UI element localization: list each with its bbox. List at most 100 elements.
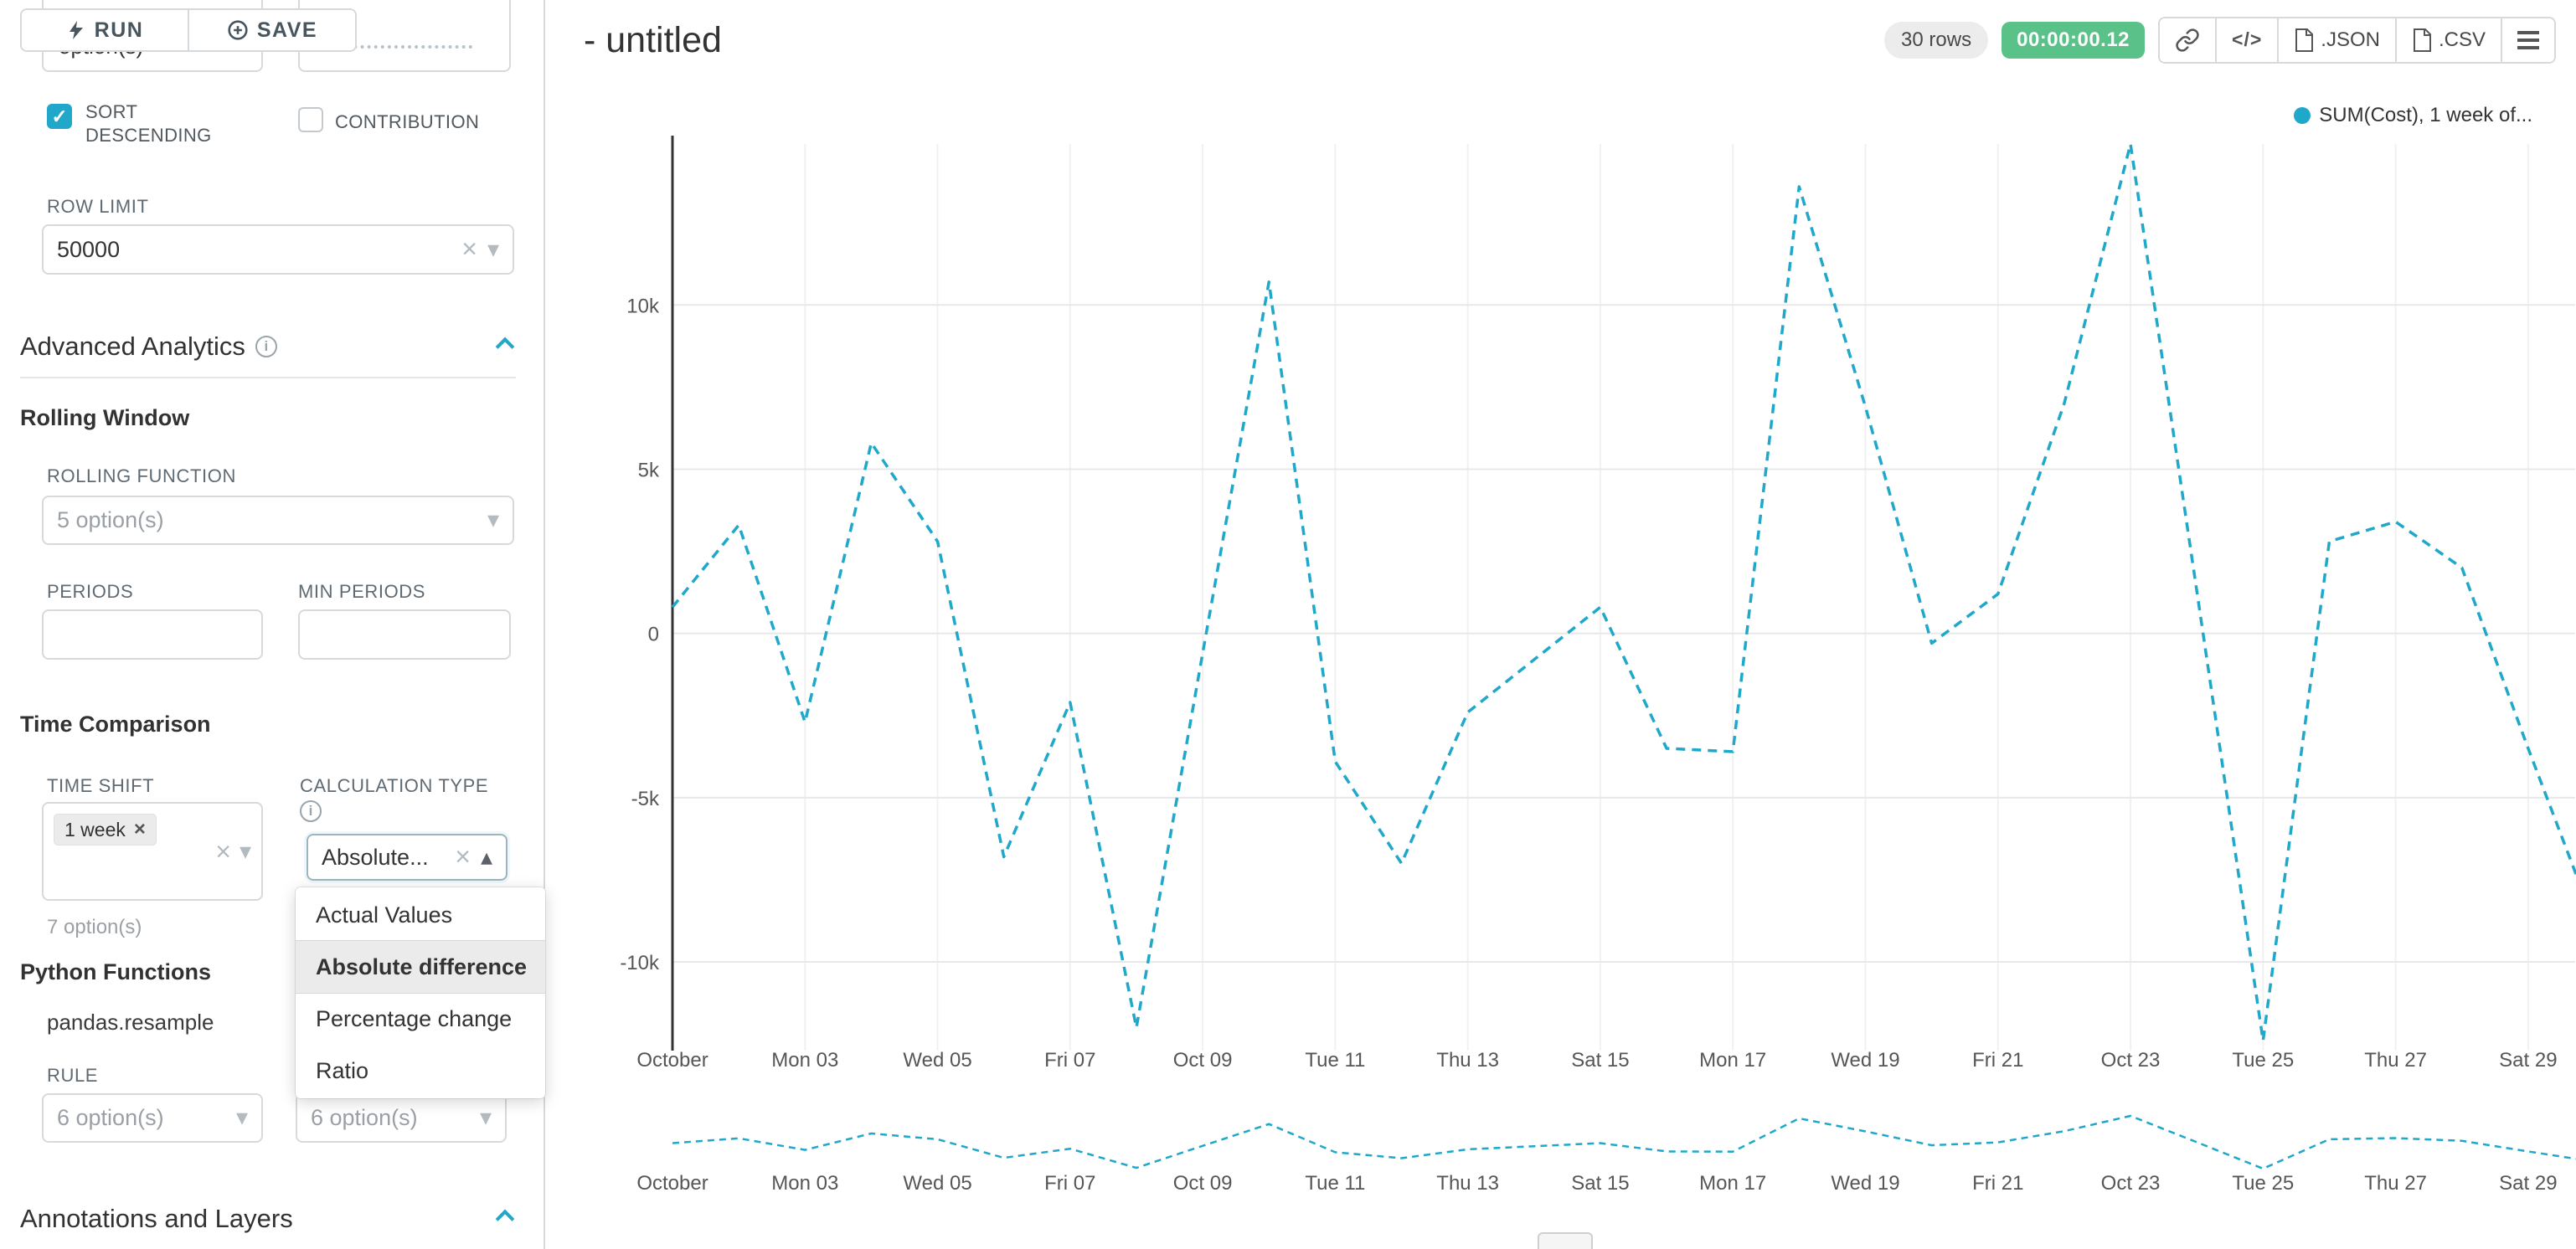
chart-svg[interactable]: October October Mon 03 Mon 03 Wed 05 Wed 05 Fr… bbox=[545, 0, 2576, 1249]
row-limit-select[interactable]: 50000 bbox=[42, 224, 514, 275]
svg-text:Wed 19: Wed 19 bbox=[1831, 1049, 1899, 1072]
time-shift-tag-label: 1 week bbox=[64, 818, 126, 840]
tag-remove-icon[interactable]: × bbox=[133, 818, 146, 840]
svg-text:Mon 17: Mon 17 bbox=[1699, 1049, 1766, 1072]
menu-option[interactable]: Absolute difference bbox=[295, 940, 546, 994]
rolling-function-label: ROLLING FUNCTION bbox=[47, 465, 236, 486]
more-options-button[interactable] bbox=[2501, 18, 2554, 62]
svg-text:Fri 21: Fri 21 bbox=[1972, 1172, 2023, 1195]
svg-text:Sat 29: Sat 29 bbox=[2499, 1049, 2557, 1072]
python-functions-title: Python Functions bbox=[20, 959, 211, 984]
control-panel-scroll[interactable]: option(s) RUN SAVE SORT DESCENDING bbox=[0, 0, 544, 1249]
caret-down-icon[interactable] bbox=[487, 507, 499, 533]
run-button-label: RUN bbox=[94, 18, 144, 42]
rows-badge: 30 rows bbox=[1884, 22, 1989, 59]
collapse-chevron-icon[interactable] bbox=[495, 1209, 515, 1229]
chart-area: - untitled 30 rows 00:00:00.12 .JSON .CS… bbox=[545, 0, 2576, 1249]
time-comparison-title: Time Comparison bbox=[20, 712, 211, 737]
svg-text:Wed 05: Wed 05 bbox=[903, 1049, 971, 1072]
results-toolbar: 30 rows 00:00:00.12 .JSON .CSV bbox=[1884, 17, 2556, 64]
file-icon bbox=[2295, 28, 2314, 52]
contribution-checkbox[interactable] bbox=[298, 107, 323, 132]
menu-option[interactable]: Percentage change bbox=[316, 1005, 513, 1031]
link-icon bbox=[2176, 28, 2199, 52]
calculation-type-value: Absolute... bbox=[322, 844, 429, 870]
cutoff-select-right[interactable] bbox=[298, 0, 511, 72]
plus-circle-icon bbox=[228, 20, 248, 40]
rule-select[interactable]: 6 option(s) bbox=[42, 1093, 263, 1143]
view-query-button[interactable] bbox=[2215, 18, 2278, 62]
svg-text:5k: 5k bbox=[638, 459, 660, 481]
svg-text:Tue 25: Tue 25 bbox=[2232, 1172, 2294, 1195]
svg-text:October: October bbox=[636, 1049, 708, 1072]
clear-icon[interactable] bbox=[455, 843, 471, 871]
row-limit-label: ROW LIMIT bbox=[47, 196, 149, 217]
legend-label: SUM(Cost), 1 week of... bbox=[2319, 104, 2532, 126]
run-save-group: RUN SAVE bbox=[20, 8, 357, 52]
caret-up-icon[interactable] bbox=[481, 845, 492, 871]
svg-text:Wed 19: Wed 19 bbox=[1831, 1172, 1899, 1195]
save-button-label: SAVE bbox=[256, 18, 318, 42]
calculation-type-label: CALCULATION TYPE bbox=[300, 775, 489, 796]
svg-text:Sat 15: Sat 15 bbox=[1571, 1049, 1629, 1072]
bottom-partial-box[interactable] bbox=[1538, 1232, 1593, 1249]
svg-text:Tue 11: Tue 11 bbox=[1305, 1172, 1365, 1195]
contribution-label: CONTRIBUTION bbox=[335, 111, 480, 132]
min-periods-input[interactable] bbox=[298, 609, 511, 660]
sort-descending-checkbox[interactable] bbox=[47, 104, 72, 129]
advanced-analytics-header: Advanced Analytics bbox=[20, 332, 277, 362]
clear-icon[interactable] bbox=[215, 838, 231, 865]
svg-text:Oct 09: Oct 09 bbox=[1173, 1049, 1233, 1072]
dotted-placeholder bbox=[313, 45, 472, 49]
menu-option[interactable]: Ratio bbox=[316, 1057, 369, 1083]
collapse-chevron-icon[interactable] bbox=[495, 337, 515, 357]
save-button[interactable]: SAVE bbox=[188, 10, 355, 50]
svg-text:Sat 29: Sat 29 bbox=[2499, 1172, 2557, 1195]
rule-placeholder: 6 option(s) bbox=[57, 1105, 164, 1130]
export-json-button[interactable]: .JSON bbox=[2277, 18, 2395, 62]
method-select[interactable]: 6 option(s) bbox=[296, 1093, 507, 1143]
legend-dot-icon bbox=[2294, 107, 2311, 124]
svg-text:Mon 03: Mon 03 bbox=[771, 1172, 838, 1195]
time-shift-select[interactable]: 1 week × bbox=[42, 802, 263, 901]
file-icon bbox=[2413, 28, 2431, 52]
caret-down-icon[interactable] bbox=[240, 840, 251, 863]
annotations-header: Annotations and Layers bbox=[20, 1204, 293, 1234]
svg-text:Oct 23: Oct 23 bbox=[2101, 1172, 2161, 1195]
svg-text:Mon 03: Mon 03 bbox=[771, 1049, 838, 1072]
time-shift-tag: 1 week × bbox=[54, 814, 157, 846]
section-divider bbox=[20, 377, 516, 378]
caret-down-icon[interactable] bbox=[487, 237, 499, 263]
timer-badge: 00:00:00.12 bbox=[2002, 22, 2146, 59]
export-csv-button[interactable]: .CSV bbox=[2394, 18, 2501, 62]
chart-legend[interactable]: SUM(Cost), 1 week of... bbox=[2294, 104, 2532, 127]
rolling-function-select[interactable]: 5 option(s) bbox=[42, 496, 514, 545]
annotations-title: Annotations and Layers bbox=[20, 1204, 293, 1233]
run-button[interactable]: RUN bbox=[22, 10, 188, 50]
svg-text:Thu 27: Thu 27 bbox=[2364, 1049, 2427, 1072]
export-csv-label: .CSV bbox=[2438, 28, 2486, 51]
caret-down-icon[interactable] bbox=[236, 1105, 248, 1131]
page-title[interactable]: - untitled bbox=[584, 20, 722, 60]
advanced-analytics-title: Advanced Analytics bbox=[20, 332, 245, 361]
rolling-function-placeholder: 5 option(s) bbox=[57, 507, 164, 532]
bolt-icon bbox=[69, 21, 83, 39]
info-icon[interactable] bbox=[300, 800, 322, 822]
menu-option[interactable]: Actual Values bbox=[316, 902, 453, 928]
svg-text:-5k: -5k bbox=[631, 788, 660, 810]
min-periods-label: MIN PERIODS bbox=[298, 581, 426, 602]
time-shift-label: TIME SHIFT bbox=[47, 775, 155, 796]
control-panel: option(s) RUN SAVE SORT DESCENDING bbox=[0, 0, 546, 1249]
periods-label: PERIODS bbox=[47, 581, 134, 602]
share-link-button[interactable] bbox=[2160, 18, 2216, 62]
info-icon[interactable] bbox=[255, 336, 277, 357]
clear-icon[interactable] bbox=[461, 235, 477, 264]
svg-text:Wed 05: Wed 05 bbox=[903, 1172, 971, 1195]
caret-down-icon[interactable] bbox=[480, 1105, 492, 1131]
calculation-type-select[interactable]: Absolute... bbox=[307, 834, 507, 881]
export-button-group: .JSON .CSV bbox=[2158, 17, 2556, 64]
svg-text:10k: 10k bbox=[626, 295, 660, 317]
svg-text:Oct 09: Oct 09 bbox=[1173, 1172, 1233, 1195]
periods-input[interactable] bbox=[42, 609, 263, 660]
